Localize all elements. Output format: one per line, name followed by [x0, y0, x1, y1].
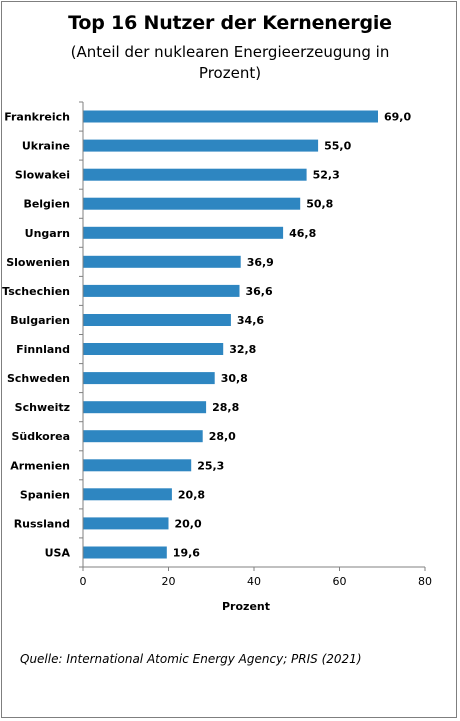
data-label: 36,6 [246, 285, 273, 298]
category-label: Frankreich [4, 111, 70, 124]
bar [83, 197, 301, 210]
data-label: 55,0 [324, 140, 351, 153]
bar-chart: Frankreich 69,0 Ukraine 55,0 Slowakei 52,3 Bel… [2, 101, 432, 613]
category-label: Belgien [23, 198, 70, 211]
category-label: Russland [14, 517, 70, 530]
bar [83, 488, 172, 501]
category-label: USA [45, 547, 71, 560]
bar [83, 546, 167, 559]
data-label: 28,0 [209, 430, 236, 443]
x-tick-label: 60 [333, 575, 347, 588]
data-label: 20,8 [178, 488, 205, 501]
category-label: Armenien [10, 459, 70, 472]
data-label: 34,6 [237, 314, 264, 327]
x-tick-label: 80 [418, 575, 432, 588]
x-tick-label: 40 [247, 575, 261, 588]
bar [83, 430, 203, 443]
category-label: Slowakei [15, 169, 70, 182]
data-label: 30,8 [221, 372, 248, 385]
category-label: Finnland [16, 343, 70, 356]
bar [83, 284, 240, 297]
bar [83, 372, 215, 385]
x-tick-label: 0 [80, 575, 87, 588]
x-axis-title: Prozent [222, 600, 270, 613]
data-label: 46,8 [289, 227, 316, 240]
bar [83, 517, 169, 530]
bar [83, 401, 207, 414]
source-note: Quelle: International Atomic Energy Agen… [20, 652, 362, 666]
category-label: Schweden [7, 372, 70, 385]
category-label: Ukraine [22, 140, 70, 153]
category-label: Schweitz [15, 401, 70, 414]
bar [83, 343, 224, 355]
data-label: 28,8 [212, 401, 239, 414]
bar [83, 255, 241, 268]
category-label: Slowenien [6, 256, 70, 269]
data-label: 19,6 [173, 547, 200, 560]
data-label: 20,0 [175, 517, 202, 530]
category-label: Ungarn [25, 227, 70, 240]
data-label: 25,3 [197, 459, 224, 472]
data-label: 36,9 [247, 256, 274, 269]
data-label: 52,3 [313, 169, 340, 182]
category-label: Südkorea [11, 430, 70, 443]
category-label: Spanien [20, 488, 70, 501]
data-label: 69,0 [384, 111, 411, 124]
category-label: Bulgarien [10, 314, 70, 327]
bar [83, 459, 192, 472]
bar [83, 314, 231, 326]
data-label: 32,8 [229, 343, 256, 356]
category-label: Tschechien [2, 285, 70, 298]
bar [83, 110, 378, 123]
x-tick-label: 20 [162, 575, 176, 588]
chart-title: Top 16 Nutzer der Kernenergie [68, 12, 392, 34]
bar [83, 168, 307, 181]
data-label: 50,8 [306, 198, 333, 211]
bar [83, 226, 284, 239]
bar [83, 139, 319, 152]
chart-subtitle: (Anteil der nuklearen Energieerzeugung i… [70, 43, 390, 82]
